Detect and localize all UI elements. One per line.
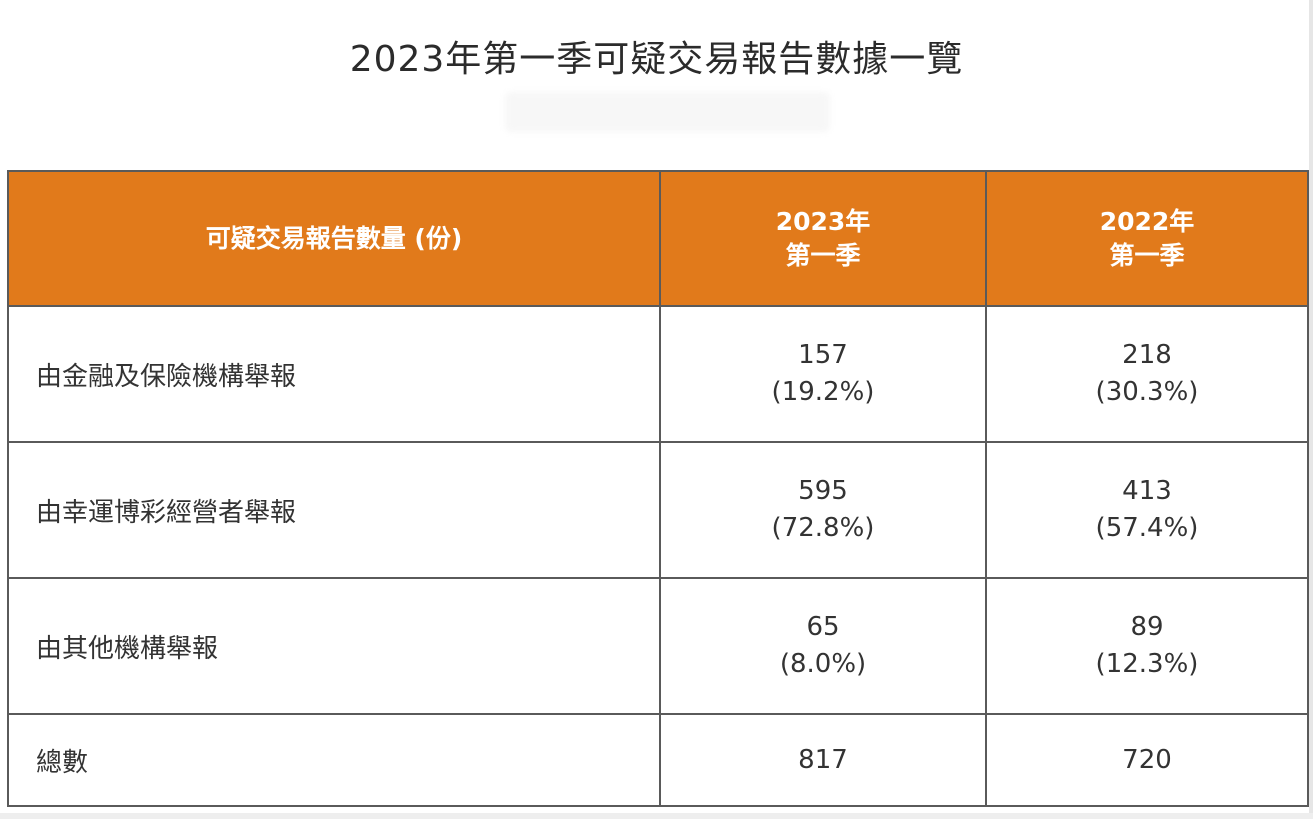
cell-2023-financial: 157 (19.2%)	[659, 305, 987, 443]
table-header-row: 可疑交易報告數量 (份) 2023年 第一季 2022年 第一季	[7, 170, 1309, 307]
count-value: 413	[1122, 476, 1172, 506]
header-label: 可疑交易報告數量 (份)	[7, 170, 661, 307]
table-row: 由幸運博彩經營者舉報 595 (72.8%) 413 (57.4%)	[7, 441, 1309, 579]
header-2023-q1: 2023年 第一季	[659, 170, 987, 307]
header-2023-quarter: 第一季	[785, 240, 861, 270]
count-value: 218	[1122, 340, 1172, 370]
header-2023-year: 2023年	[775, 206, 871, 236]
row-label-other: 由其他機構舉報	[7, 577, 661, 715]
row-label-total: 總數	[7, 713, 661, 807]
percent-value: (8.0%)	[779, 649, 867, 679]
table-total-row: 總數 817 720	[7, 713, 1309, 807]
row-label-financial: 由金融及保險機構舉報	[7, 305, 661, 443]
cell-2022-total: 720	[985, 713, 1309, 807]
cell-2023-total: 817	[659, 713, 987, 807]
right-edge-border	[1309, 0, 1313, 819]
cell-2022-gaming: 413 (57.4%)	[985, 441, 1309, 579]
percent-value: (72.8%)	[771, 513, 875, 543]
count-value: 65	[806, 612, 840, 642]
count-value: 595	[798, 476, 848, 506]
percent-value: (30.3%)	[1095, 377, 1199, 407]
cell-2022-financial: 218 (30.3%)	[985, 305, 1309, 443]
percent-value: (19.2%)	[771, 377, 875, 407]
table-row: 由其他機構舉報 65 (8.0%) 89 (12.3%)	[7, 577, 1309, 715]
percent-value: (12.3%)	[1095, 649, 1199, 679]
row-label-gaming: 由幸運博彩經營者舉報	[7, 441, 661, 579]
report-table: 可疑交易報告數量 (份) 2023年 第一季 2022年 第一季 由金融及保險機…	[7, 170, 1309, 807]
page-title: 2023年第一季可疑交易報告數據一覽	[349, 39, 964, 81]
cell-2023-other: 65 (8.0%)	[659, 577, 987, 715]
cell-2022-other: 89 (12.3%)	[985, 577, 1309, 715]
percent-value: (57.4%)	[1095, 513, 1199, 543]
blurred-subtitle-area	[505, 92, 830, 132]
header-2022-q1: 2022年 第一季	[985, 170, 1309, 307]
cell-2023-gaming: 595 (72.8%)	[659, 441, 987, 579]
bottom-edge-border	[0, 813, 1313, 819]
table-row: 由金融及保險機構舉報 157 (19.2%) 218 (30.3%)	[7, 305, 1309, 443]
count-value: 157	[798, 340, 848, 370]
count-value: 89	[1130, 612, 1164, 642]
header-2022-quarter: 第一季	[1109, 240, 1185, 270]
header-2022-year: 2022年	[1099, 206, 1195, 236]
